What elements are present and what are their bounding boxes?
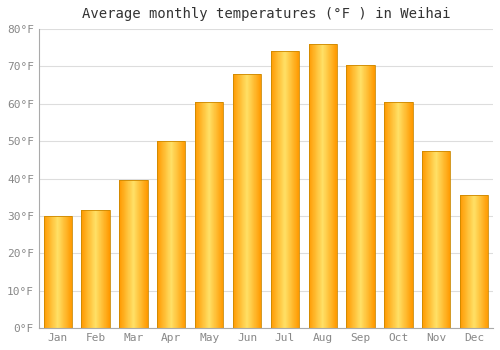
- Bar: [157, 141, 186, 328]
- Bar: [82, 210, 110, 328]
- Bar: [195, 102, 224, 328]
- Bar: [384, 102, 412, 328]
- Bar: [422, 150, 450, 328]
- Bar: [270, 51, 299, 328]
- Title: Average monthly temperatures (°F ) in Weihai: Average monthly temperatures (°F ) in We…: [82, 7, 450, 21]
- Bar: [44, 216, 72, 328]
- Bar: [308, 44, 337, 328]
- Bar: [460, 195, 488, 328]
- Bar: [119, 181, 148, 328]
- Bar: [346, 65, 375, 328]
- Bar: [233, 74, 261, 328]
